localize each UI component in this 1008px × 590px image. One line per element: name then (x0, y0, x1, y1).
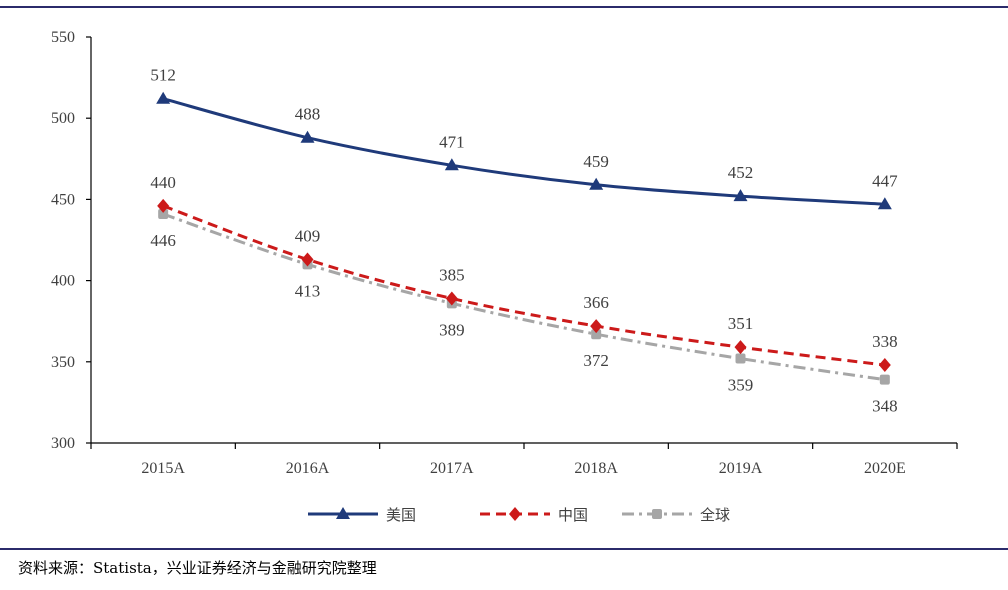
x-tick-label: 2015A (141, 460, 185, 477)
data-label-2: 413 (295, 281, 321, 300)
data-label-2: 359 (728, 376, 754, 395)
series-marker-0 (877, 197, 892, 210)
data-label-1: 338 (872, 332, 898, 351)
legend-marker-0 (336, 507, 350, 519)
data-label-0: 471 (439, 132, 465, 151)
y-tick-label: 300 (51, 435, 75, 452)
series-marker-1 (157, 198, 170, 213)
data-label-1: 409 (295, 226, 321, 245)
data-label-0: 452 (728, 163, 754, 182)
data-label-0: 512 (150, 66, 176, 85)
data-label-1: 366 (583, 293, 609, 312)
series-layer (156, 91, 892, 385)
legend-label-2: 全球 (700, 506, 730, 524)
data-label-1: 385 (439, 265, 465, 284)
series-marker-1 (878, 358, 891, 373)
x-tick-label: 2020E (864, 460, 906, 477)
y-tick-label: 500 (51, 110, 75, 127)
series-marker-0 (156, 91, 171, 104)
series-marker-1 (301, 252, 314, 267)
data-label-0: 459 (583, 152, 609, 171)
y-tick-label: 550 (51, 29, 75, 46)
data-label-2: 389 (439, 320, 465, 339)
legend: 美国 中国 全球 (308, 506, 730, 524)
x-tick-label: 2016A (286, 460, 330, 477)
series-marker-0 (733, 189, 748, 202)
x-tick-label: 2017A (430, 460, 474, 477)
series-marker-1 (734, 340, 747, 355)
series-line-2 (162, 212, 886, 382)
data-labels: 512 488 471 459 452 447 440 409 385 366 351 338 446 4… (150, 66, 898, 416)
series-marker-0 (444, 158, 459, 171)
data-label-0: 488 (295, 105, 321, 124)
series-marker-2 (879, 374, 890, 385)
data-label-1: 440 (150, 173, 176, 192)
line-chart: 300 350 400 450 500 550 2015A 2016A 2017A 2018A 20… (51, 29, 958, 524)
series-line-0 (162, 97, 885, 206)
data-label-2: 372 (583, 351, 609, 370)
source-note: 资料来源：Statista，兴业证券经济与金融研究院整理 (18, 559, 377, 577)
bottom-rule (0, 548, 1008, 550)
data-label-0: 447 (872, 171, 898, 190)
legend-marker-1 (509, 507, 521, 521)
series-marker-1 (590, 319, 603, 334)
series-marker-2 (591, 329, 602, 340)
legend-label-1: 中国 (558, 506, 588, 524)
legend-label-0: 美国 (386, 506, 416, 524)
y-tick-label: 400 (51, 273, 75, 290)
series-marker-0 (589, 177, 604, 190)
data-label-1: 351 (728, 314, 754, 333)
top-rule (0, 6, 1008, 8)
series-marker-2 (735, 353, 746, 364)
x-tick-label: 2019A (719, 460, 763, 477)
data-label-2: 348 (872, 397, 898, 416)
legend-marker-2 (652, 509, 662, 519)
series-marker-2 (158, 209, 169, 220)
data-label-2: 446 (150, 231, 176, 250)
axes: 300 350 400 450 500 550 2015A 2016A 2017A 2018A 20… (51, 29, 958, 477)
series-marker-0 (300, 130, 315, 143)
series-marker-1 (445, 291, 458, 306)
y-tick-label: 350 (51, 354, 75, 371)
x-tick-label: 2018A (574, 460, 618, 477)
y-tick-label: 450 (51, 191, 75, 208)
series-line-1 (162, 204, 886, 367)
